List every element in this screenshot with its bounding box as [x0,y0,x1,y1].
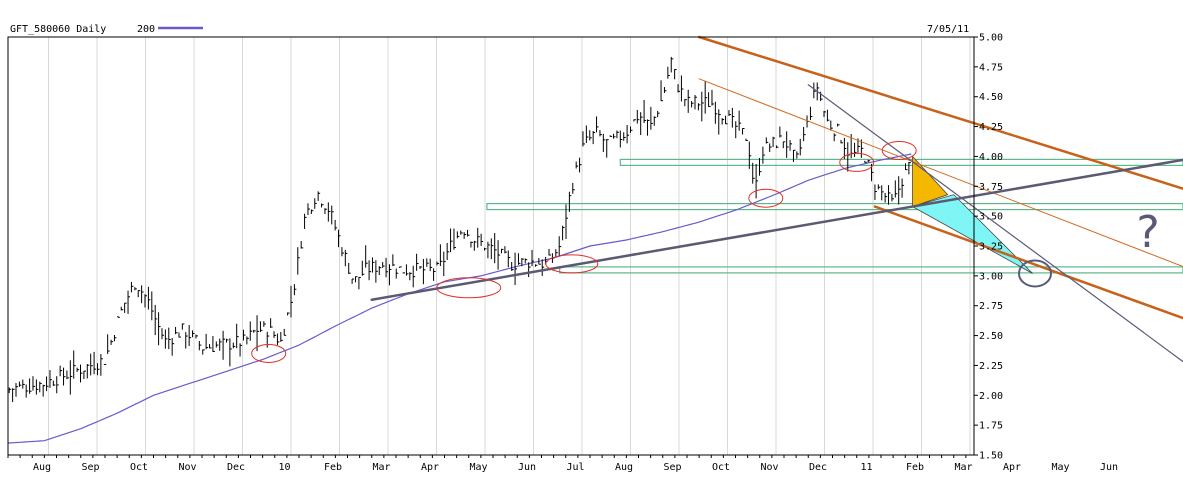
ma200-line [7,153,912,444]
steep-trendline [807,84,1183,363]
x-tick-label: May [469,462,487,473]
annotation-circle [545,254,599,274]
x-tick-label: Feb [324,462,342,473]
price-bars [8,56,911,403]
ma-legend-label: 200 [137,24,155,35]
x-tick-label: Dec [809,462,827,473]
annotation-circle [251,343,287,363]
y-tick-label: 4.75 [979,62,1003,73]
annotation-circles [251,140,1052,363]
y-tick-label: 3.75 [979,182,1003,193]
x-tick-label: Jul [566,462,584,473]
y-tick-label: 3.50 [979,212,1003,223]
y-tick-label: 2.00 [979,391,1003,402]
x-tick-label: Aug [33,462,51,473]
inner-trendline [698,78,1183,268]
x-tick-label: Feb [906,462,924,473]
symbol-label: GFT_580060 Daily [10,24,106,35]
x-tick-label: 10 [278,462,290,473]
annotation-circle [436,277,502,299]
y-tick-label: 1.50 [979,451,1003,462]
y-tick-label: 4.25 [979,122,1003,133]
x-tick-label: Aug [615,462,633,473]
annotation-circle [839,152,875,172]
y-tick-label: 2.75 [979,301,1003,312]
x-tick-label: Oct [130,462,148,473]
y-tick-label: 4.50 [979,92,1003,103]
x-tick-label: Apr [1003,462,1021,473]
ma200-layer [7,153,912,444]
x-tick-label: Dec [227,462,245,473]
x-tick-label: Mar [954,462,972,473]
y-tick-label: 3.00 [979,271,1003,282]
y-tick-label: 2.50 [979,331,1003,342]
x-tick-label: Sep [663,462,681,473]
downtrend-channel-upper [697,35,1183,190]
annotation-circle [748,188,784,208]
annotation-circle [1017,259,1052,288]
y-tick-label: 4.00 [979,152,1003,163]
annotation-circle [881,140,917,160]
x-axis: Aug Sep Oct Nov Dec 10 Feb Mar Apr May Jun Jul Aug Se… [7,455,1118,473]
x-tick-label: Jun [518,462,536,473]
x-tick-label: Nov [178,462,196,473]
x-tick-label: Nov [760,462,778,473]
grid [48,37,971,455]
y-axis: 1.50 1.75 2.00 2.25 2.50 2.75 3.00 3.25 3.50 3.75… [974,33,1003,462]
question-mark-annotation: ? [1136,207,1159,258]
y-tick-label: 2.25 [979,361,1003,372]
y-tick-label: 1.75 [979,421,1003,432]
x-tick-label: 11 [860,462,872,473]
uptrend-line [370,158,1183,301]
x-tick-label: Mar [372,462,390,473]
x-tick-label: Oct [712,462,730,473]
x-tick-label: Jun [1100,462,1118,473]
y-tick-label: 5.00 [979,33,1003,44]
x-tick-label: Apr [421,462,439,473]
date-label: 7/05/11 [927,24,969,35]
support-band [486,202,1183,211]
x-tick-label: May [1051,462,1069,473]
y-tick-label: 3.25 [979,242,1003,253]
support-band [559,266,1183,274]
x-tick-label: Sep [81,462,99,473]
chart-header: GFT_580060 Daily 200 7/05/11 [10,24,969,35]
